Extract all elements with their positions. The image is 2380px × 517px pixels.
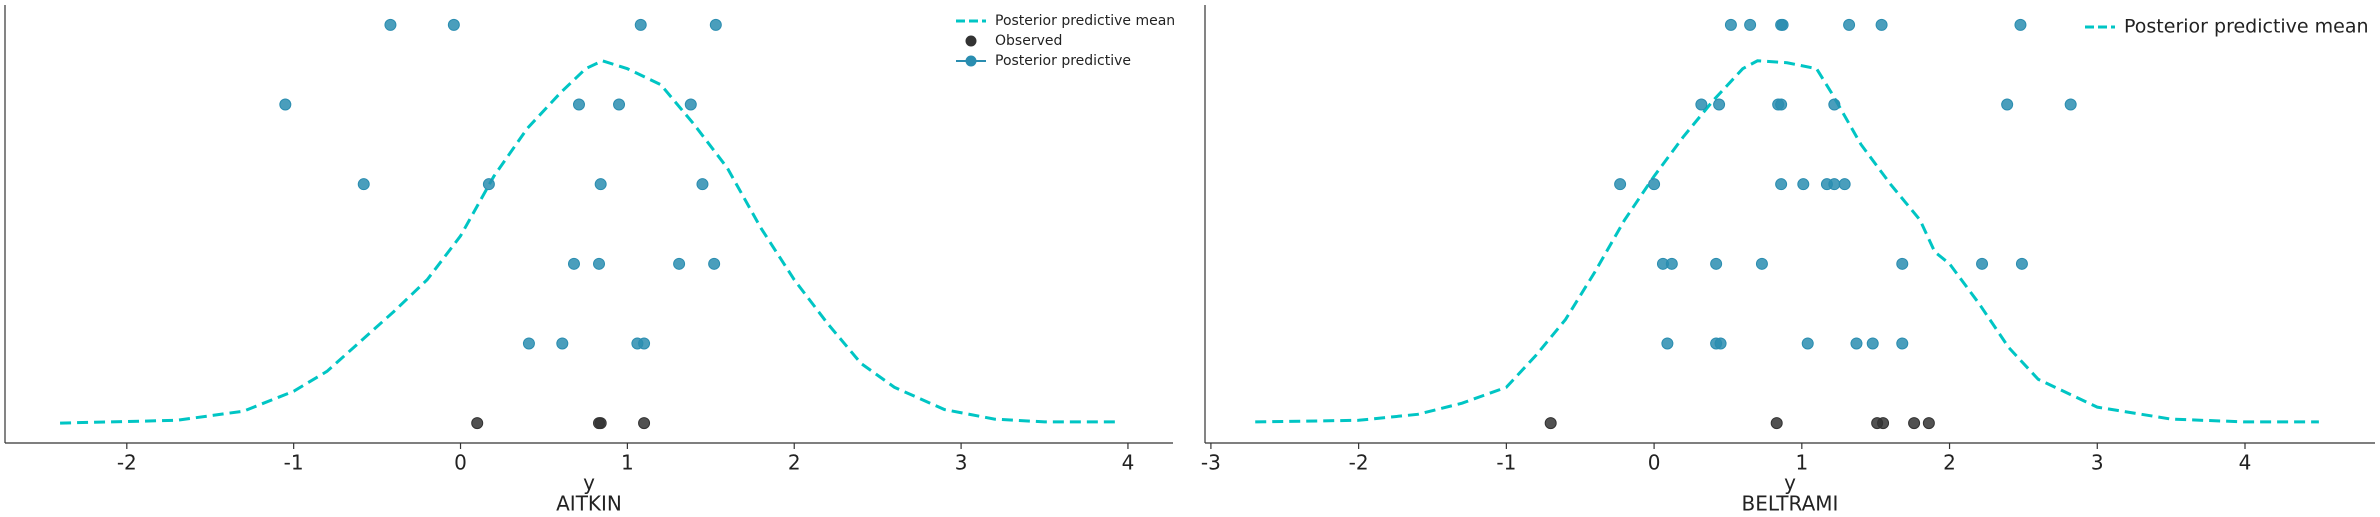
panel-title: AITKIN <box>556 492 622 516</box>
point <box>1896 337 1909 350</box>
x-tick-label: -1 <box>284 451 304 475</box>
point <box>594 417 607 430</box>
point <box>279 98 292 111</box>
x-tick-label: 2 <box>788 451 801 475</box>
x-tick-label: 4 <box>2239 451 2252 475</box>
point <box>638 337 651 350</box>
point <box>594 178 607 191</box>
point <box>634 18 647 31</box>
point <box>2001 98 2014 111</box>
point <box>1544 417 1557 430</box>
point <box>1770 417 1783 430</box>
x-tick-label: 0 <box>1648 451 1661 475</box>
point <box>1744 18 1757 31</box>
panel-title: BELTRAMI <box>1742 492 1839 516</box>
point <box>684 98 697 111</box>
point <box>482 178 495 191</box>
x-tick-label: 3 <box>955 451 968 475</box>
point <box>1896 257 1909 270</box>
point <box>2014 18 2027 31</box>
point <box>2064 98 2077 111</box>
x-tick-label: -3 <box>1201 451 1221 475</box>
point <box>613 98 626 111</box>
point <box>1843 18 1856 31</box>
point <box>567 257 580 270</box>
point <box>1850 337 1863 350</box>
point <box>1714 337 1727 350</box>
point <box>1828 178 1841 191</box>
legend-label: Posterior predictive <box>995 53 1131 69</box>
point <box>708 257 721 270</box>
legend-marker <box>965 55 977 67</box>
point <box>572 98 585 111</box>
point <box>2015 257 2028 270</box>
point <box>1648 178 1661 191</box>
legend-label: Observed <box>995 33 1062 49</box>
point <box>556 337 569 350</box>
legend-marker <box>965 35 977 47</box>
x-tick-label: -2 <box>117 451 137 475</box>
point <box>696 178 709 191</box>
point <box>593 257 606 270</box>
point <box>1724 18 1737 31</box>
point <box>1665 257 1678 270</box>
x-tick-label: 1 <box>621 451 634 475</box>
point <box>1875 18 1888 31</box>
x-tick-label: -1 <box>1496 451 1516 475</box>
x-axis-label: y <box>583 471 595 495</box>
point <box>673 257 686 270</box>
point <box>709 18 722 31</box>
point <box>1713 98 1726 111</box>
point <box>1801 337 1814 350</box>
point <box>1695 98 1708 111</box>
point <box>522 337 535 350</box>
point <box>447 18 460 31</box>
point <box>1661 337 1674 350</box>
x-tick-label: 0 <box>454 451 467 475</box>
point <box>1828 98 1841 111</box>
legend-label: Posterior predictive mean <box>2124 16 2369 38</box>
x-tick-label: 2 <box>1943 451 1956 475</box>
point <box>1838 178 1851 191</box>
point <box>1614 178 1627 191</box>
point <box>1877 417 1890 430</box>
mean-line <box>1255 59 2319 424</box>
point <box>1976 257 1989 270</box>
point <box>1797 178 1810 191</box>
x-tick-label: 3 <box>2091 451 2104 475</box>
point <box>471 417 484 430</box>
point <box>1922 417 1935 430</box>
point <box>1866 337 1879 350</box>
point <box>1755 257 1768 270</box>
point <box>1775 98 1788 111</box>
x-tick-label: 1 <box>1795 451 1808 475</box>
x-tick-label: 4 <box>1122 451 1135 475</box>
point <box>638 417 651 430</box>
point <box>384 18 397 31</box>
x-axis-label: y <box>1784 471 1796 495</box>
x-tick-label: -2 <box>1349 451 1369 475</box>
point <box>357 178 370 191</box>
point <box>1710 257 1723 270</box>
point <box>1775 178 1788 191</box>
legend-label: Posterior predictive mean <box>995 13 1175 29</box>
mean-line <box>60 59 1120 425</box>
point <box>1776 18 1789 31</box>
point <box>1908 417 1921 430</box>
